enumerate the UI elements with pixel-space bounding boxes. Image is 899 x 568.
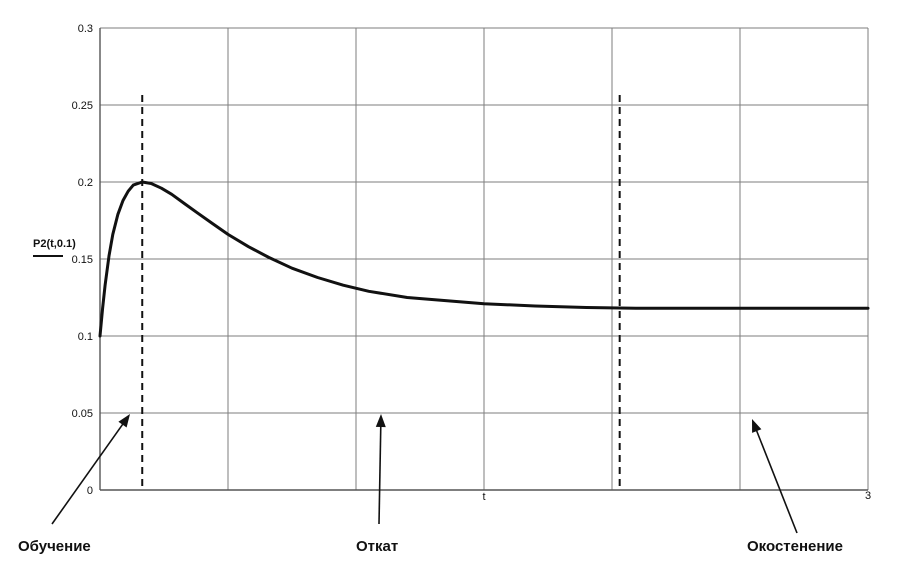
x-tick-label: 3: [865, 490, 871, 502]
annotation-label-rollback: Откат: [356, 538, 399, 555]
y-tick-label: 0.1: [78, 331, 93, 343]
y-tick-label: 0.2: [78, 177, 93, 189]
annotation-arrow-line: [754, 427, 798, 534]
annotation-arrow-line: [51, 420, 126, 525]
y-tick-label: 0.3: [78, 23, 93, 35]
legend-trace-label: P2(t,0.1): [33, 238, 76, 250]
y-tick-label: 0.05: [72, 408, 93, 420]
y-tick-label: 0.15: [72, 254, 93, 266]
y-tick-label: 0.25: [72, 100, 93, 112]
x-axis-label: t: [482, 491, 485, 503]
y-tick-label: 0: [87, 485, 93, 497]
annotation-label-ossification: Окостенение: [747, 538, 843, 555]
annotation-arrow-head: [118, 414, 130, 428]
annotation-label-learning: Обучение: [18, 538, 91, 555]
annotation-arrow-head: [375, 414, 386, 428]
annotation-arrow-line: [378, 422, 382, 525]
series-curve: [98, 180, 870, 338]
annotation-arrow-head: [752, 419, 762, 433]
